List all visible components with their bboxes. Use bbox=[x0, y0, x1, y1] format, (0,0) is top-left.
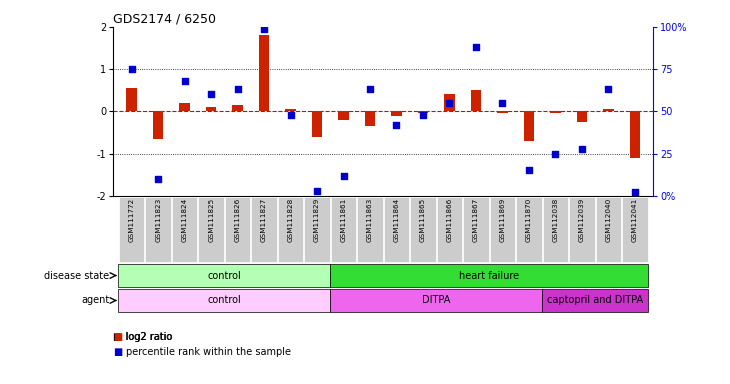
Text: log2 ratio: log2 ratio bbox=[126, 332, 173, 342]
Bar bbox=[278, 197, 303, 262]
Bar bbox=[384, 197, 410, 262]
Bar bbox=[338, 111, 349, 120]
Text: control: control bbox=[207, 295, 241, 306]
Point bbox=[153, 176, 164, 182]
Bar bbox=[542, 289, 648, 312]
Point bbox=[496, 100, 508, 106]
Bar bbox=[471, 90, 481, 111]
Point bbox=[311, 188, 323, 194]
Bar bbox=[119, 197, 145, 262]
Text: GSM111829: GSM111829 bbox=[314, 198, 320, 242]
Bar bbox=[523, 111, 534, 141]
Text: GSM112041: GSM112041 bbox=[631, 198, 638, 242]
Bar bbox=[357, 197, 383, 262]
Bar bbox=[285, 109, 296, 111]
Text: GSM111861: GSM111861 bbox=[340, 198, 347, 242]
Bar bbox=[437, 197, 462, 262]
Point bbox=[417, 112, 429, 118]
Bar bbox=[365, 111, 375, 126]
Text: GSM111866: GSM111866 bbox=[447, 198, 453, 242]
Point bbox=[576, 146, 588, 152]
Bar bbox=[225, 197, 250, 262]
Bar bbox=[232, 105, 243, 111]
Text: GSM112038: GSM112038 bbox=[553, 198, 558, 242]
Point bbox=[444, 100, 456, 106]
Bar bbox=[312, 111, 323, 137]
Bar bbox=[118, 264, 330, 287]
Point bbox=[258, 25, 270, 31]
Text: GSM111828: GSM111828 bbox=[288, 198, 293, 242]
Text: GSM111826: GSM111826 bbox=[234, 198, 241, 242]
Text: GSM111772: GSM111772 bbox=[128, 198, 135, 242]
Text: control: control bbox=[207, 270, 241, 281]
Point bbox=[126, 66, 137, 72]
Bar bbox=[497, 111, 507, 114]
Text: GSM111825: GSM111825 bbox=[208, 198, 214, 242]
Text: GSM111827: GSM111827 bbox=[261, 198, 267, 242]
Point bbox=[285, 112, 296, 118]
Point bbox=[602, 86, 614, 93]
Text: ■: ■ bbox=[113, 347, 123, 357]
Text: ■: ■ bbox=[113, 332, 123, 342]
Bar bbox=[418, 111, 429, 114]
Bar bbox=[629, 111, 640, 158]
Text: DITPA: DITPA bbox=[422, 295, 450, 306]
Point bbox=[338, 172, 350, 179]
Text: heart failure: heart failure bbox=[459, 270, 519, 281]
Bar bbox=[577, 111, 587, 122]
Bar bbox=[444, 94, 455, 111]
Bar bbox=[126, 88, 137, 111]
Bar bbox=[330, 264, 648, 287]
Point bbox=[231, 86, 243, 93]
Text: GSM112039: GSM112039 bbox=[579, 198, 585, 242]
Text: GSM111867: GSM111867 bbox=[473, 198, 479, 242]
Bar bbox=[259, 35, 269, 111]
Point bbox=[364, 86, 376, 93]
Bar bbox=[550, 111, 561, 114]
Point bbox=[391, 122, 402, 128]
Bar bbox=[172, 197, 197, 262]
Bar bbox=[330, 289, 542, 312]
Bar bbox=[331, 197, 356, 262]
Bar bbox=[542, 197, 568, 262]
Text: GDS2174 / 6250: GDS2174 / 6250 bbox=[113, 13, 216, 26]
Bar bbox=[391, 111, 402, 116]
Point bbox=[523, 167, 535, 174]
Text: disease state: disease state bbox=[45, 270, 110, 281]
Bar bbox=[490, 197, 515, 262]
Bar bbox=[304, 197, 330, 262]
Bar bbox=[603, 109, 614, 111]
Text: GSM111823: GSM111823 bbox=[155, 198, 161, 242]
Text: GSM111870: GSM111870 bbox=[526, 198, 532, 242]
Bar bbox=[206, 107, 216, 111]
Bar bbox=[516, 197, 542, 262]
Text: percentile rank within the sample: percentile rank within the sample bbox=[126, 347, 291, 357]
Bar bbox=[153, 111, 164, 139]
Text: agent: agent bbox=[81, 295, 110, 306]
Text: captopril and DITPA: captopril and DITPA bbox=[547, 295, 643, 306]
Bar bbox=[410, 197, 436, 262]
Bar bbox=[118, 289, 330, 312]
Bar bbox=[199, 197, 224, 262]
Bar bbox=[251, 197, 277, 262]
Text: GSM111865: GSM111865 bbox=[420, 198, 426, 242]
Bar bbox=[464, 197, 488, 262]
Bar bbox=[596, 197, 621, 262]
Point bbox=[629, 189, 641, 195]
Bar bbox=[622, 197, 648, 262]
Text: GSM112040: GSM112040 bbox=[605, 198, 611, 242]
Bar bbox=[569, 197, 594, 262]
Bar bbox=[145, 197, 171, 262]
Text: GSM111824: GSM111824 bbox=[182, 198, 188, 242]
Text: GSM111864: GSM111864 bbox=[393, 198, 399, 242]
Point bbox=[550, 151, 561, 157]
Text: GSM111863: GSM111863 bbox=[367, 198, 373, 242]
Point bbox=[205, 91, 217, 98]
Point bbox=[470, 44, 482, 50]
Bar bbox=[180, 103, 190, 111]
Text: GSM111869: GSM111869 bbox=[499, 198, 505, 242]
Text: ■ log2 ratio: ■ log2 ratio bbox=[113, 332, 172, 342]
Point bbox=[179, 78, 191, 84]
